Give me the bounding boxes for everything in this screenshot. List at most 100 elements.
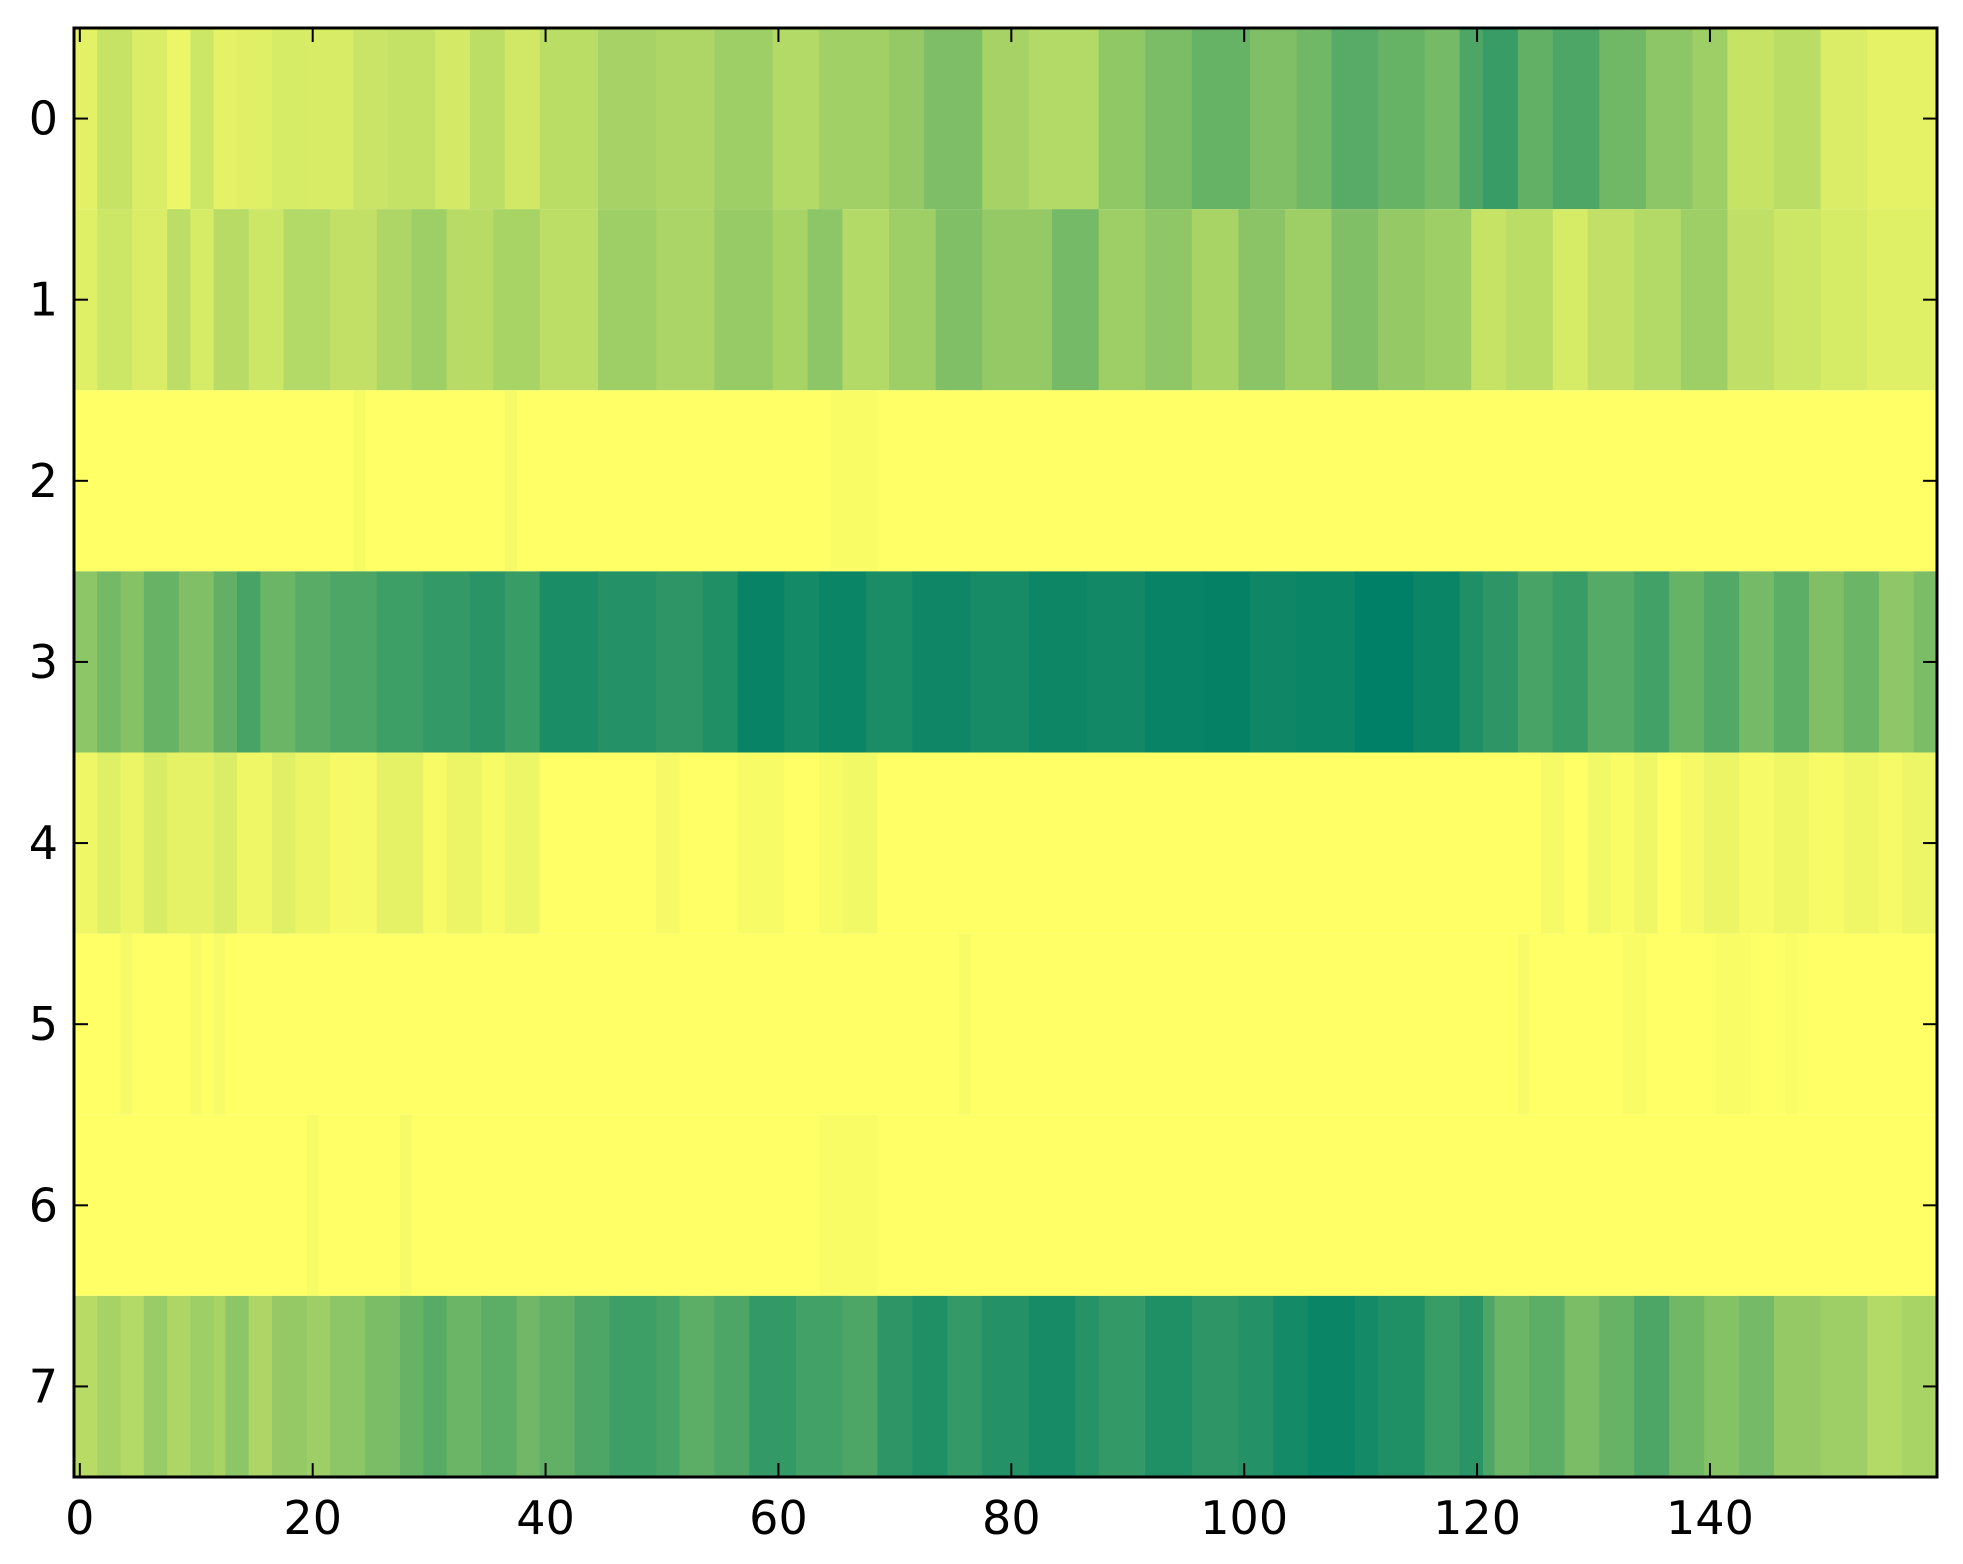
- heatmap-cell-row7-col38: [516, 1295, 541, 1478]
- heatmap-cell-row0-col119: [1459, 28, 1484, 210]
- heatmap-cell-row7-col4: [120, 1295, 145, 1478]
- heatmap-cell-row1-col10: [190, 209, 215, 391]
- heatmap-cell-row0-col150: [1820, 28, 1868, 210]
- heatmap-cell-row1-col22: [330, 209, 378, 391]
- heatmap-cell-row1-col5: [132, 209, 168, 391]
- heatmap-cell-row7-col137: [1669, 1295, 1705, 1478]
- heatmap-cell-row7-col25: [365, 1295, 401, 1478]
- heatmap-cell-row0-col37: [504, 28, 541, 210]
- heatmap-cell-row7-col10: [190, 1295, 215, 1478]
- heatmap-cells: [74, 28, 1938, 1478]
- heatmap-cell-row7-col32: [446, 1295, 483, 1478]
- heatmap-cell-row3-col105: [1296, 571, 1356, 753]
- y-tick-label-0: 0: [29, 92, 58, 146]
- heatmap-cell-row3-col97: [1203, 571, 1251, 753]
- heatmap-cell-row7-col35: [481, 1295, 518, 1478]
- heatmap-cell-row1-col45: [597, 209, 657, 391]
- heatmap-cell-row1-col66: [842, 209, 890, 391]
- heatmap-cell-row6-col28: [400, 1114, 413, 1296]
- heatmap-cell-row4-col126: [1541, 752, 1565, 934]
- heatmap-cell-row0-col5: [132, 28, 168, 210]
- heatmap-cell-row4-col12: [213, 752, 238, 934]
- heatmap-cell-row2-col69: [877, 390, 1938, 572]
- heatmap-cell-row4-col14: [237, 752, 273, 934]
- heatmap-cell-row4-col130: [1587, 752, 1612, 934]
- heatmap-cell-row4-col40: [539, 752, 657, 934]
- heatmap-cell-row0-col124: [1517, 28, 1554, 210]
- heatmap-cell-row3-col115: [1413, 571, 1461, 753]
- x-tick-label-20: 20: [283, 1491, 342, 1545]
- heatmap-cell-row7-col8: [167, 1295, 192, 1478]
- heatmap-cell-row4-col155: [1878, 752, 1903, 934]
- heatmap-cell-row0-col64: [819, 28, 890, 210]
- heatmap-cell-row5-col4: [120, 933, 133, 1115]
- heatmap-cell-row0-col8: [167, 28, 192, 210]
- heatmap-cell-row0-col17: [271, 28, 308, 210]
- heatmap-cell-row0-col131: [1599, 28, 1647, 210]
- heatmap-cell-row7-col86: [1075, 1295, 1100, 1478]
- heatmap-cell-row4-col61: [784, 752, 820, 934]
- heatmap-cell-row7-col20: [306, 1295, 331, 1478]
- heatmap-cell-row7-col82: [1028, 1295, 1076, 1478]
- heatmap-cell-row7-col146: [1773, 1295, 1822, 1478]
- heatmap-cell-row7-col78: [982, 1295, 1030, 1478]
- heatmap-cell-row1-col50: [656, 209, 716, 391]
- heatmap-cell-row0-col50: [656, 28, 716, 210]
- heatmap-cell-row5-col76: [958, 933, 972, 1115]
- heatmap-cell-row5-col125: [1529, 933, 1624, 1115]
- x-tick-label-80: 80: [982, 1491, 1041, 1545]
- heatmap-cell-row4-col52: [679, 752, 739, 934]
- heatmap-cell-row7-col106: [1308, 1295, 1356, 1478]
- heatmap-cell-row6-col29: [411, 1114, 820, 1296]
- heatmap-cell-row0-col142: [1727, 28, 1775, 210]
- heatmap-cell-row7-col52: [679, 1295, 716, 1478]
- heatmap-cell-row1-col18: [283, 209, 331, 391]
- heatmap-cell-row7-col121: [1482, 1295, 1496, 1478]
- heatmap-cell-row4-col140: [1704, 752, 1740, 934]
- heatmap-cell-row7-col112: [1378, 1295, 1426, 1478]
- heatmap-cell-row3-col127: [1552, 571, 1589, 753]
- heatmap-cell-row7-col40: [539, 1295, 576, 1478]
- heatmap-cell-row0-col146: [1773, 28, 1822, 210]
- heatmap-cell-row5-col11: [202, 933, 215, 1115]
- heatmap-cell-row3-col124: [1517, 571, 1554, 753]
- heatmap-cell-row0-col116: [1424, 28, 1461, 210]
- heatmap-cell-row0-col34: [469, 28, 506, 210]
- heatmap-cell-row6-col64: [819, 1114, 879, 1296]
- heatmap-cell-row4-col66: [842, 752, 879, 934]
- heatmap-cell-row7-col15: [248, 1295, 273, 1478]
- heatmap-cell-row0-col31: [434, 28, 471, 210]
- heatmap-cell-row1-col130: [1587, 209, 1635, 391]
- heatmap-cell-row1-col123: [1506, 209, 1554, 391]
- heatmap-cell-row1-col138: [1680, 209, 1729, 391]
- heatmap-cell-row7-col134: [1634, 1295, 1670, 1478]
- heatmap-cell-row4-col149: [1808, 752, 1845, 934]
- heatmap-cell-row1-col12: [213, 209, 250, 391]
- heatmap-cell-row3-col50: [656, 571, 704, 753]
- heatmap-cell-row4-col26: [376, 752, 424, 934]
- heatmap-cell-row0-col60: [772, 28, 820, 210]
- heatmap-cell-row3-col155: [1878, 571, 1915, 753]
- heatmap-cell-row3-col77: [970, 571, 1030, 753]
- heatmap-cell-row0-col27: [388, 28, 436, 210]
- heatmap-cell-row3-col2: [97, 571, 122, 753]
- heatmap-cell-row0-col70: [889, 28, 925, 210]
- heatmap-cell-row4-col22: [330, 752, 378, 934]
- x-tick-label-0: 0: [65, 1491, 94, 1545]
- heatmap-cell-row4-col134: [1634, 752, 1659, 934]
- heatmap-cell-row7-col96: [1191, 1295, 1239, 1478]
- heatmap-cell-row3-col14: [237, 571, 261, 753]
- heatmap-cell-row7-col110: [1354, 1295, 1379, 1478]
- heatmap-cell-row3-col82: [1028, 571, 1088, 753]
- heatmap-cell-row4-col69: [877, 752, 1542, 934]
- heatmap-cell-row3-col143: [1739, 571, 1775, 753]
- heatmap-cell-row3-col149: [1808, 571, 1845, 753]
- heatmap-cell-row5-col13: [225, 933, 960, 1115]
- heatmap-cell-row7-col131: [1599, 1295, 1635, 1478]
- x-tick-label-140: 140: [1666, 1491, 1754, 1545]
- heatmap-cell-row1-col36: [493, 209, 541, 391]
- heatmap-cell-row7-col69: [877, 1295, 913, 1478]
- y-tick-label-3: 3: [29, 635, 58, 689]
- heatmap-cell-row7-col22: [330, 1295, 366, 1478]
- heatmap-cell-row1-col104: [1284, 209, 1333, 391]
